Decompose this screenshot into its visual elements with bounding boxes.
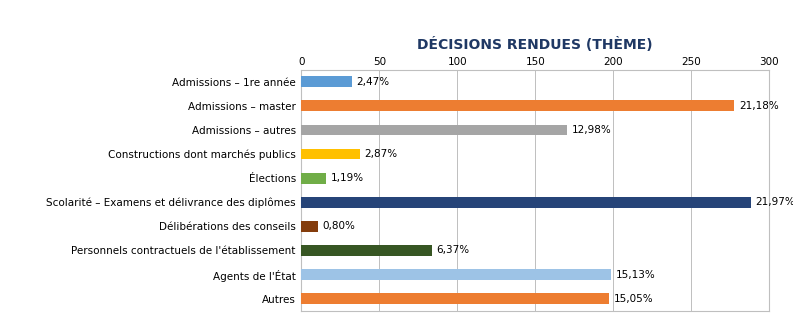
- Text: 12,98%: 12,98%: [572, 125, 611, 135]
- Text: 21,97%: 21,97%: [755, 197, 793, 207]
- Bar: [301, 125, 567, 135]
- Bar: [301, 76, 352, 87]
- Text: 6,37%: 6,37%: [436, 245, 469, 256]
- Text: 1,19%: 1,19%: [331, 173, 363, 183]
- Bar: [301, 197, 750, 208]
- Text: 15,05%: 15,05%: [614, 294, 653, 304]
- Title: DÉCISIONS RENDUES (THÈME): DÉCISIONS RENDUES (THÈME): [417, 37, 653, 52]
- Bar: [301, 173, 326, 184]
- Bar: [301, 245, 431, 256]
- Text: 21,18%: 21,18%: [739, 101, 779, 111]
- Text: 2,47%: 2,47%: [357, 77, 389, 87]
- Bar: [301, 269, 611, 280]
- Text: 15,13%: 15,13%: [615, 269, 655, 280]
- Bar: [301, 293, 609, 304]
- Bar: [301, 149, 360, 159]
- Text: 0,80%: 0,80%: [323, 221, 355, 231]
- Bar: [301, 100, 734, 111]
- Bar: [301, 221, 318, 232]
- Text: 2,87%: 2,87%: [365, 149, 398, 159]
